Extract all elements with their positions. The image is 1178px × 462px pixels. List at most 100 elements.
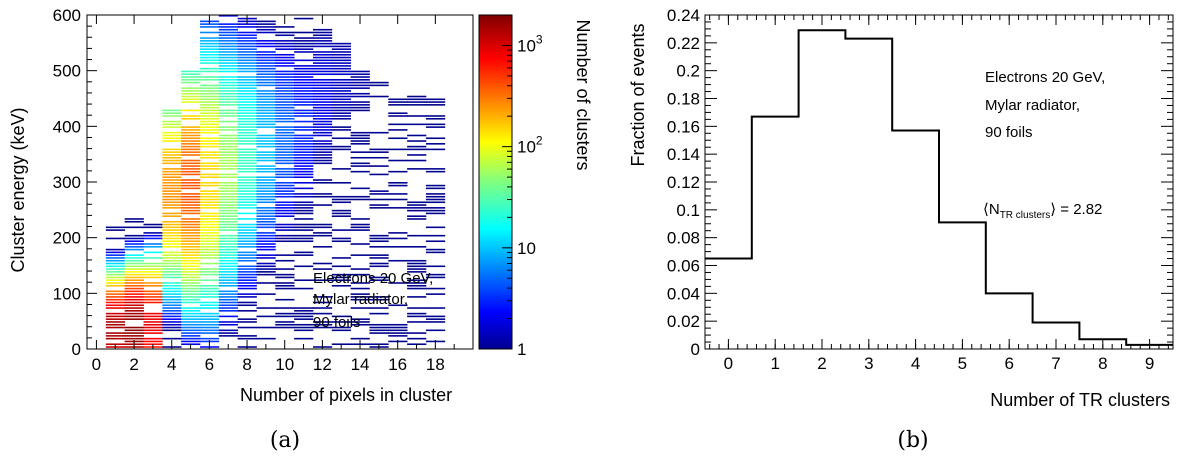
heatmap-cell xyxy=(350,195,370,198)
heatmap-cell xyxy=(275,143,295,145)
heatmap-cell xyxy=(237,67,257,70)
heatmap-cell xyxy=(388,148,408,151)
heatmap-cell xyxy=(237,129,257,131)
heatmap-cell xyxy=(350,165,370,167)
heatmap-cell xyxy=(237,198,257,201)
heatmap-cell xyxy=(143,318,163,320)
heatmap-cell xyxy=(275,307,295,309)
heatmap-cell xyxy=(237,201,257,204)
heatmap-cell xyxy=(124,296,144,298)
heatmap-cell xyxy=(331,145,352,148)
heatmap-cell xyxy=(105,248,126,251)
heatmap-cell xyxy=(199,51,220,53)
heatmap-cell xyxy=(143,301,163,304)
heatmap-cell xyxy=(218,168,239,170)
histogram-y-tick-label: 0.06 xyxy=(667,257,700,276)
heatmap-cell xyxy=(124,293,144,295)
heatmap-cell xyxy=(218,70,239,73)
heatmap-cell xyxy=(199,143,220,145)
colorbar-label: Number of clusters xyxy=(573,19,593,170)
heatmap-cell xyxy=(237,187,257,190)
heatmap-cell xyxy=(181,87,201,89)
heatmap-cell xyxy=(312,134,333,137)
heatmap-cell xyxy=(237,240,257,243)
heatmap-cell xyxy=(425,251,446,254)
heatmap-cell xyxy=(218,279,239,281)
heatmap-cell xyxy=(425,123,446,126)
heatmap-cell xyxy=(256,273,276,276)
heatmap-cell xyxy=(143,296,163,298)
heatmap-cell xyxy=(331,129,352,131)
heatmap-cell xyxy=(312,129,333,131)
heatmap-cell xyxy=(143,326,163,329)
heatmap-cell xyxy=(162,307,182,309)
heatmap-cell xyxy=(237,190,257,192)
heatmap-cell xyxy=(237,120,257,123)
heatmap-cell xyxy=(237,123,257,126)
heatmap-cell xyxy=(350,323,370,326)
heatmap-cell xyxy=(312,62,333,64)
heatmap-cell xyxy=(237,154,257,156)
heatmap-cell xyxy=(218,290,239,293)
heatmap-cell xyxy=(425,126,446,128)
heatmap-cell xyxy=(369,332,389,334)
heatmap-cell xyxy=(218,134,239,137)
heatmap-cell xyxy=(350,73,370,76)
heatmap-cell xyxy=(256,126,276,128)
heatmap-column xyxy=(143,223,163,348)
heatmap-cell xyxy=(181,92,201,95)
heatmap-cell xyxy=(199,262,220,265)
heatmap-cell xyxy=(162,293,182,295)
heatmap-cell xyxy=(256,223,276,226)
heatmap-cell xyxy=(256,190,276,192)
heatmap-cell xyxy=(294,48,314,50)
heatmap-cell xyxy=(312,115,333,117)
heatmap-cell xyxy=(199,243,220,245)
heatmap-cell xyxy=(350,187,370,190)
heatmap-cell xyxy=(199,248,220,251)
heatmap-cell xyxy=(218,156,239,159)
heatmap-cell xyxy=(312,28,333,31)
heatmap-cell xyxy=(350,226,370,229)
heatmap-cell xyxy=(181,168,201,170)
heatmap-cell xyxy=(105,251,126,254)
heatmap-cell xyxy=(275,287,295,290)
heatmap-cell xyxy=(294,337,314,340)
heatmap-cell xyxy=(181,290,201,293)
histogram-y-tick-label: 0.14 xyxy=(667,145,700,164)
heatmap-cell xyxy=(143,329,163,332)
heatmap-cell xyxy=(199,246,220,248)
heatmap-cell xyxy=(199,195,220,198)
heatmap-cell xyxy=(275,31,295,34)
heatmap-cell xyxy=(275,212,295,215)
heatmap-cell xyxy=(199,293,220,295)
heatmap-y-tick-label: 400 xyxy=(53,117,81,136)
heatmap-cell xyxy=(275,259,295,262)
mean-label-prefix: ⟨N xyxy=(983,201,1000,218)
heatmap-cell xyxy=(237,117,257,120)
heatmap-cell xyxy=(237,284,257,287)
heatmap-cell xyxy=(162,304,182,307)
heatmap-cell xyxy=(331,42,352,45)
heatmap-cell xyxy=(256,248,276,251)
heatmap-cell xyxy=(162,159,182,162)
heatmap-cell xyxy=(199,115,220,117)
heatmap-x-tick-label: 4 xyxy=(167,355,176,374)
heatmap-cell xyxy=(237,276,257,279)
heatmap-cell xyxy=(237,45,257,48)
heatmap-cell xyxy=(124,315,144,318)
heatmap-cell xyxy=(218,204,239,206)
heatmap-cell xyxy=(218,126,239,128)
heatmap-cell xyxy=(312,81,333,84)
heatmap-cell xyxy=(199,271,220,273)
heatmap-cell xyxy=(162,220,182,223)
heatmap-cell xyxy=(162,176,182,179)
heatmap-cell xyxy=(294,126,314,128)
heatmap-cell xyxy=(331,81,352,84)
heatmap-cell xyxy=(312,101,333,103)
heatmap-cell xyxy=(181,254,201,256)
heatmap-cell xyxy=(425,240,446,243)
heatmap-cell xyxy=(218,251,239,254)
heatmap-cell xyxy=(143,312,163,315)
